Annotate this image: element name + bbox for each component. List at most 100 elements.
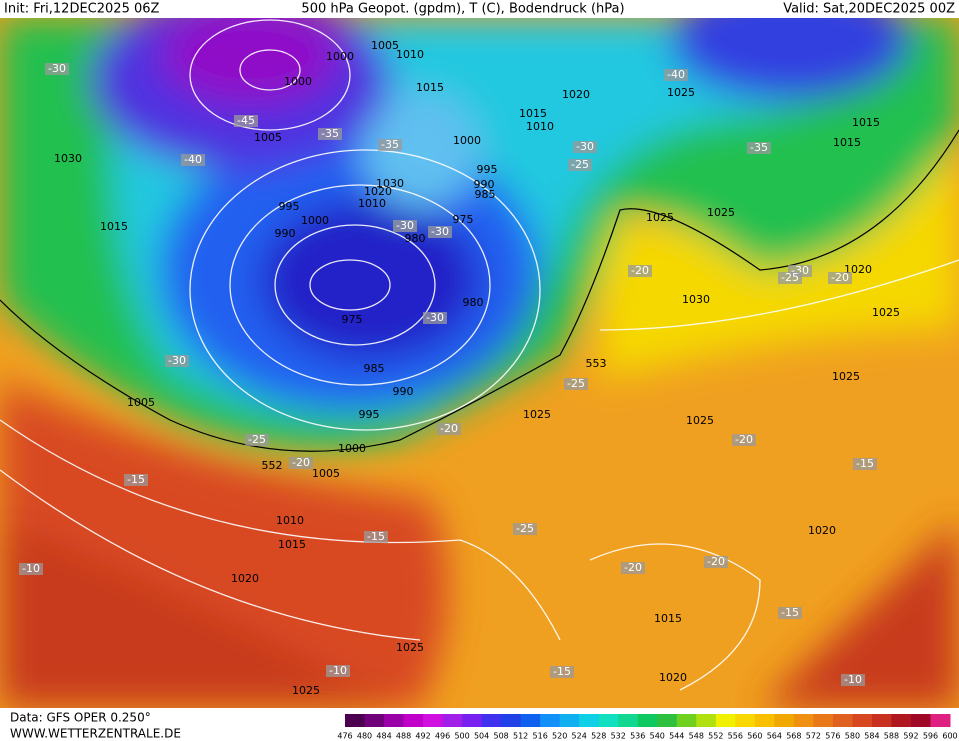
isobar-label: 1030 — [376, 177, 404, 190]
colorbar-cell — [657, 714, 678, 727]
colorbar-cell — [891, 714, 912, 727]
isobar-label: 1030 — [54, 152, 82, 165]
colorbar: 476 480 484 488 492 496 500 504 508 512 516 520 524 5… — [337, 714, 958, 741]
temperature-label: -15 — [781, 606, 799, 619]
isobar-label: 1025 — [523, 408, 551, 421]
colorbar-tick-label: 584 — [864, 732, 879, 741]
temperature-label: -20 — [624, 561, 642, 574]
temperature-label-box — [704, 556, 728, 568]
colorbar-tick-label: 580 — [845, 732, 860, 741]
valid-time: Valid: Sat,20DEC2025 00Z — [783, 2, 955, 17]
temperature-label-box — [564, 378, 588, 390]
isobar-label: 975 — [453, 213, 474, 226]
temperature-label-box — [181, 154, 205, 166]
temperature-label: -35 — [381, 138, 399, 151]
isobar-label: 1025 — [292, 684, 320, 697]
temperature-label: -30 — [576, 140, 594, 153]
temperature-label: -10 — [22, 562, 40, 575]
isobar-label: 1000 — [453, 134, 481, 147]
isobar-label: 1005 — [312, 467, 340, 480]
colorbar-tick-label: 572 — [806, 732, 821, 741]
colorbar-tick-label: 484 — [376, 732, 391, 741]
colorbar-tick-label: 500 — [454, 732, 469, 741]
isobar-label: 1005 — [371, 39, 399, 52]
colorbar-tick-label: 564 — [767, 732, 782, 741]
temperature-label-box — [165, 355, 189, 367]
isobar-label: 995 — [279, 200, 300, 213]
isobar-label: 975 — [342, 313, 363, 326]
temperature-label: -25 — [781, 271, 799, 284]
colorbar-cell — [754, 714, 775, 727]
temperature-label-box — [550, 666, 574, 678]
colorbar-cell — [813, 714, 834, 727]
temperature-label: -35 — [321, 127, 339, 140]
isobar-label: 1000 — [301, 214, 329, 227]
temperature-label: -25 — [571, 158, 589, 171]
colorbar-tick-label: 552 — [708, 732, 723, 741]
height-label: 552 — [262, 459, 283, 472]
temperature-label: -30 — [396, 219, 414, 232]
isobar-label: 995 — [477, 163, 498, 176]
temperature-label: -35 — [750, 141, 768, 154]
site: WWW.WETTERZENTRALE.DE — [10, 727, 181, 741]
colorbar-cell — [930, 714, 951, 727]
colorbar-tick-label: 524 — [572, 732, 587, 741]
temperature-label-box — [841, 674, 865, 686]
isobar-label: 1015 — [654, 612, 682, 625]
isobar-label: 1010 — [526, 120, 554, 133]
temperature-label-box — [568, 159, 592, 171]
colorbar-tick-label: 596 — [923, 732, 938, 741]
temperature-label-box — [19, 563, 43, 575]
isobar-label: 1005 — [127, 396, 155, 409]
colorbar-tick-label: 520 — [552, 732, 567, 741]
temperature-label: -25 — [248, 433, 266, 446]
isobar-label: 1025 — [707, 206, 735, 219]
temperature-label: -15 — [553, 665, 571, 678]
temperature-label-box — [732, 434, 756, 446]
isobar-label: 1020 — [808, 524, 836, 537]
temperature-label-box — [423, 312, 447, 324]
isobar-label: 1025 — [872, 306, 900, 319]
colorbar-tick-label: 576 — [825, 732, 840, 741]
temperature-label: -30 — [48, 62, 66, 75]
isobar-label: 1020 — [562, 88, 590, 101]
height-label: 553 — [586, 357, 607, 370]
colorbar-cell — [579, 714, 600, 727]
colorbar-tick-label: 476 — [337, 732, 352, 741]
colorbar-tick-label: 508 — [493, 732, 508, 741]
isobar-label: 1005 — [254, 131, 282, 144]
colorbar-tick-label: 548 — [689, 732, 704, 741]
map-title: 500 hPa Geopot. (gpdm), T (C), Bodendruc… — [301, 2, 624, 17]
colorbar-cell — [676, 714, 697, 727]
isobar-label: 1025 — [667, 86, 695, 99]
isobar-label: 985 — [475, 188, 496, 201]
temperature-label: -20 — [292, 456, 310, 469]
temperature-label-box — [573, 141, 597, 153]
isobar-label: 1025 — [646, 211, 674, 224]
colorbar-cell — [852, 714, 873, 727]
temperature-label: -25 — [516, 522, 534, 535]
temperature-label: -30 — [426, 311, 444, 324]
isobar-label: 1015 — [416, 81, 444, 94]
colorbar-tick-label: 556 — [728, 732, 743, 741]
isobar-label: 990 — [275, 227, 296, 240]
temperature-label-box — [621, 562, 645, 574]
temperature-label-box — [124, 474, 148, 486]
temperature-label-box — [778, 272, 802, 284]
colorbar-cell — [462, 714, 483, 727]
temperature-label-box — [326, 665, 350, 677]
colorbar-cell — [501, 714, 522, 727]
isobar-label: 1010 — [396, 48, 424, 61]
temperature-label: -15 — [367, 530, 385, 543]
colorbar-cell — [618, 714, 639, 727]
isobar-label: 1015 — [852, 116, 880, 129]
data-source: Data: GFS OPER 0.250° — [10, 711, 151, 725]
isobar-label: 1015 — [278, 538, 306, 551]
isobar-label: 1020 — [231, 572, 259, 585]
temperature-label-box — [778, 607, 802, 619]
colorbar-cell — [540, 714, 561, 727]
colorbar-cell — [481, 714, 502, 727]
isobar-label: 1020 — [659, 671, 687, 684]
temperature-label-box — [364, 531, 388, 543]
isobar-label: 1020 — [364, 185, 392, 198]
